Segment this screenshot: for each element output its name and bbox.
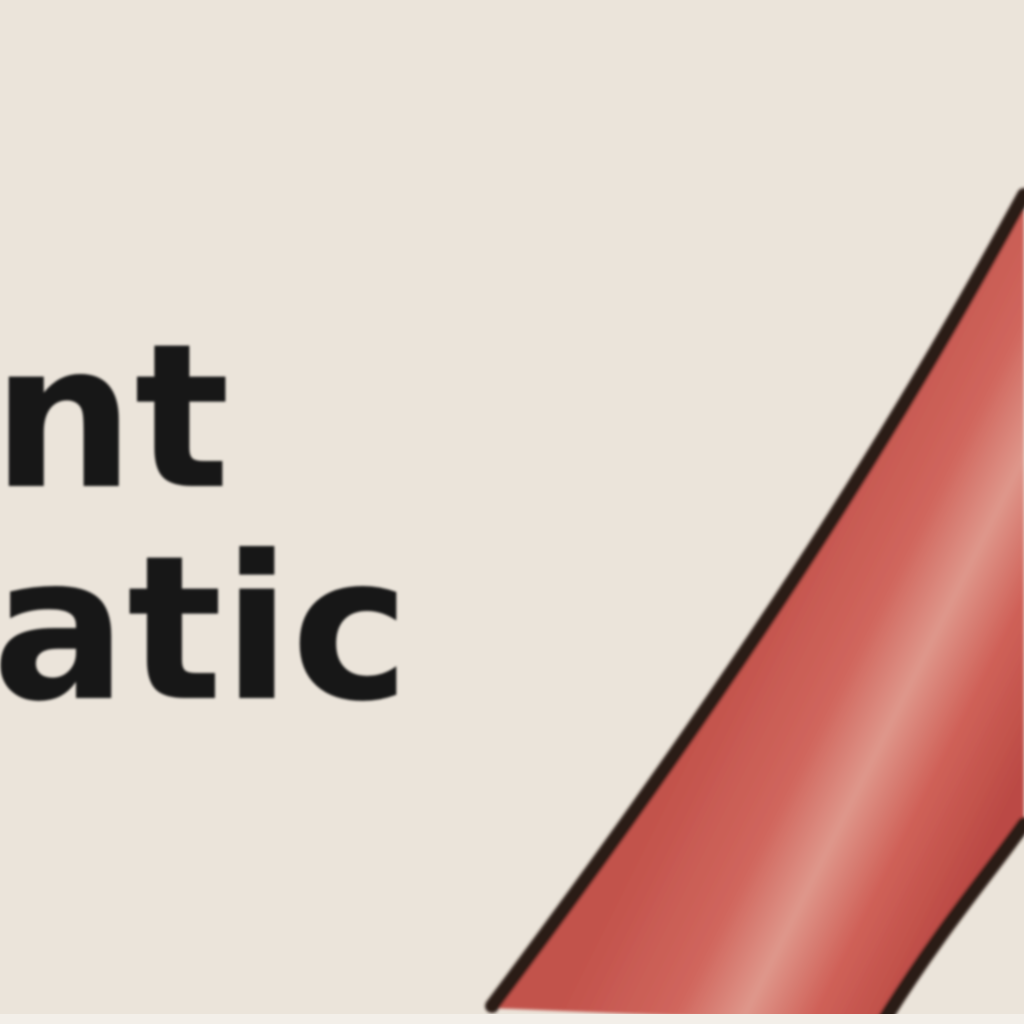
label-line-2: atic [0,513,410,746]
bottom-strip [0,1014,1024,1024]
label-line-1: nt [0,301,230,534]
vessel-shape [485,188,1024,1024]
